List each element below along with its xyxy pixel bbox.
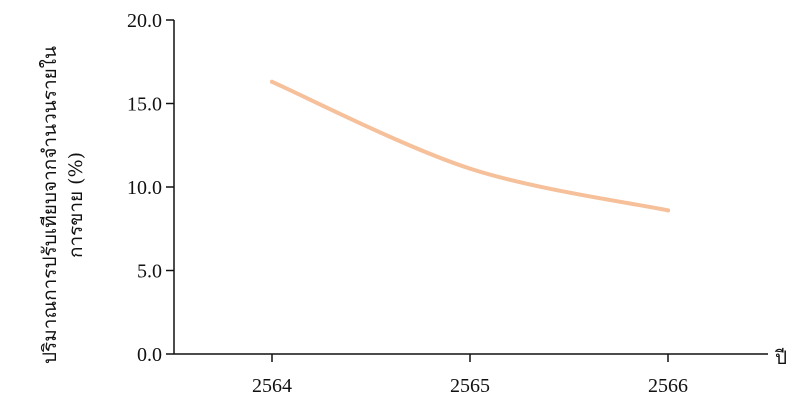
chart-axes xyxy=(173,20,768,355)
y-ticks: 0.0 5.0 10.0 15.0 20.0 xyxy=(127,10,174,366)
series-group xyxy=(270,79,670,213)
x-ticks: 2564 2565 2566 xyxy=(252,354,688,397)
y-tick-label: 10.0 xyxy=(127,177,162,199)
x-axis-title: ปี xyxy=(774,347,787,369)
data-point xyxy=(666,208,670,213)
y-axis-title-line1: ปริมาณการปรับเทียบจากจำนวนรายใน xyxy=(39,46,61,364)
x-tick-label: 2565 xyxy=(450,375,490,397)
data-point xyxy=(468,166,472,171)
x-tick-label: 2566 xyxy=(648,375,688,397)
data-point xyxy=(270,79,274,84)
y-tick-label: 5.0 xyxy=(137,261,162,283)
series-line xyxy=(270,79,670,213)
x-tick-label: 2564 xyxy=(252,375,292,397)
y-tick-label: 20.0 xyxy=(127,10,162,32)
y-tick-label: 0.0 xyxy=(137,344,162,366)
y-tick-label: 15.0 xyxy=(127,94,162,116)
y-axis-title-line2: การขาย (%) xyxy=(65,152,87,258)
